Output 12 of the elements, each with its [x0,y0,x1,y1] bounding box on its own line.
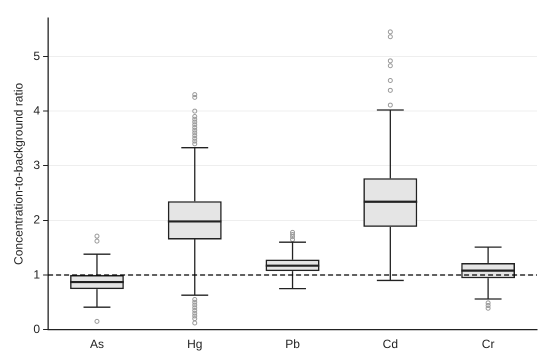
y-tick-label: 3 [33,158,40,172]
y-tick-label: 4 [33,103,40,118]
x-tick-label: Cd [382,337,398,352]
y-tick-label: 1 [33,267,40,282]
x-tick-label: As [90,337,104,352]
y-tick-label: 0 [33,322,40,336]
x-tick-label: Pb [285,337,300,352]
y-axis-title: Concentration-to-background ratio [12,82,26,265]
y-tick-label: 5 [33,48,40,63]
y-tick-label: 2 [33,212,40,227]
x-tick-label: Cr [482,337,494,352]
x-tick-label: Hg [187,337,202,352]
